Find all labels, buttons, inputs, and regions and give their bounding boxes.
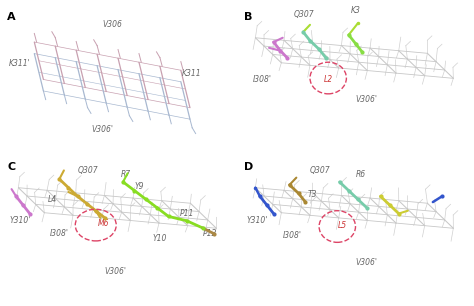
Text: Q307: Q307 [310,166,331,175]
Text: I308': I308' [50,229,69,238]
Text: L5: L5 [337,221,346,230]
Text: D: D [244,162,253,172]
Text: I308': I308' [283,231,301,240]
Text: V306: V306 [102,20,122,29]
Text: Q307: Q307 [78,166,98,175]
Text: R6: R6 [356,170,365,179]
Text: Y310': Y310' [9,216,31,225]
Text: I308': I308' [253,75,272,84]
Text: V306': V306' [105,267,127,276]
Text: M6: M6 [98,219,109,228]
Text: B: B [244,12,252,22]
Text: C: C [7,162,15,172]
Text: V306': V306' [356,258,377,267]
Text: K3: K3 [351,6,361,15]
Text: Y10: Y10 [153,233,167,243]
Text: P11: P11 [180,209,194,218]
Text: K311': K311' [9,59,31,68]
Text: Q307: Q307 [294,10,315,19]
Text: Y310': Y310' [246,216,268,225]
Text: T3: T3 [308,190,317,200]
Text: K311: K311 [182,69,202,78]
Text: V306': V306' [356,95,377,104]
Text: L4: L4 [48,195,57,204]
Text: P12: P12 [203,229,217,238]
Text: V306': V306' [91,125,113,134]
Text: R7: R7 [121,170,131,179]
Text: L2: L2 [324,75,333,84]
Text: Y9: Y9 [135,182,144,191]
Text: A: A [7,12,16,22]
